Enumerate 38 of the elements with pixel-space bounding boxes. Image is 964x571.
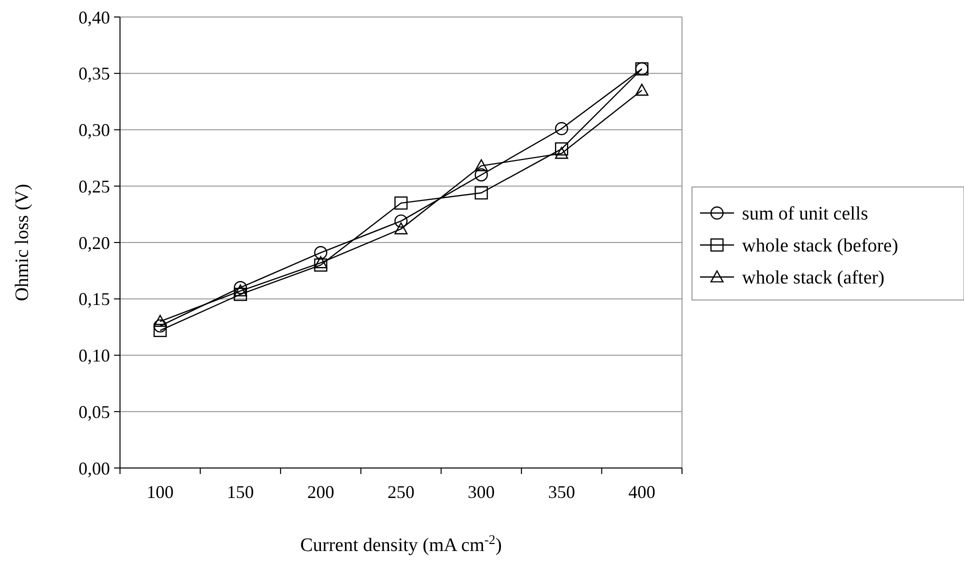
y-tick-label: 0,25	[78, 176, 110, 196]
y-tick-label: 0,15	[78, 289, 110, 310]
point	[154, 314, 167, 327]
x-tick-label: 400	[628, 482, 656, 502]
point	[474, 186, 488, 200]
point	[635, 84, 648, 96]
point	[234, 288, 248, 301]
point	[394, 222, 408, 234]
x-axis-title: Current density (mA cm$^{-2}$)	[300, 532, 502, 556]
y-tick-label: 0,10	[78, 346, 110, 366]
point	[554, 146, 568, 159]
y-tick-label: 0,00	[78, 458, 110, 478]
x-tick-label: 300	[468, 482, 495, 502]
point	[154, 324, 167, 338]
legend-label: whole stack (before)	[742, 236, 898, 257]
y-tick-label: 0,30	[78, 120, 110, 140]
x-tick-label: 350	[548, 482, 576, 502]
y-tick-label: 0,35	[78, 64, 110, 84]
y-tick-label: 0,40	[78, 7, 110, 28]
y-axis-title: Ohmic loss (V)	[12, 184, 33, 302]
x-tick-label: 250	[388, 482, 414, 502]
point	[234, 284, 248, 296]
point	[314, 258, 328, 272]
point	[314, 246, 328, 260]
point	[314, 256, 328, 268]
legend-label: whole stack (after)	[742, 268, 884, 289]
y-tick-label: 0,05	[78, 402, 110, 422]
point	[394, 196, 408, 210]
x-tick-label: 100	[146, 482, 174, 502]
x-tick-label: 200	[307, 482, 334, 502]
point	[554, 122, 568, 136]
legend-label: sum of unit cells	[742, 204, 868, 225]
point	[474, 159, 488, 172]
point	[474, 168, 488, 182]
point	[394, 214, 408, 228]
y-tick-label: 0,20	[78, 232, 110, 253]
point	[554, 142, 568, 156]
x-tick-label: 150	[226, 482, 254, 502]
